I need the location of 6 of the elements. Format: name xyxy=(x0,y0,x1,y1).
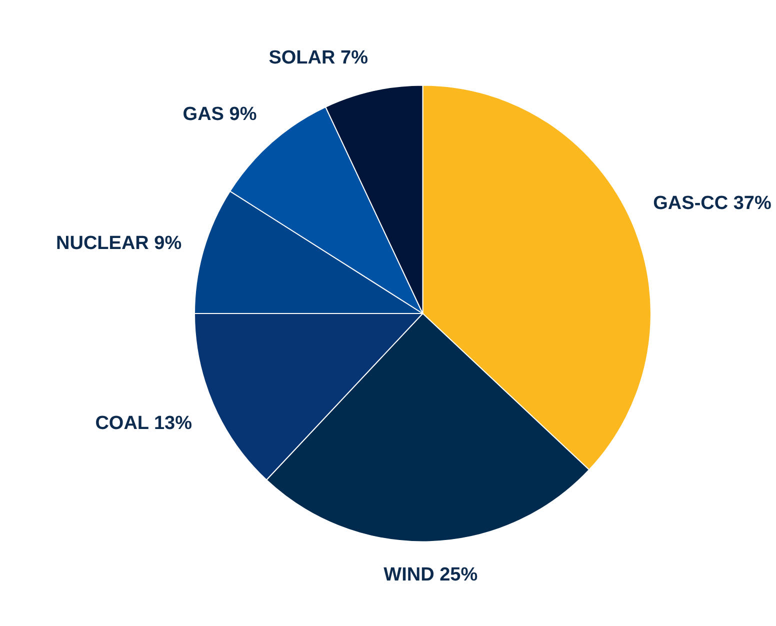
slice-label: WIND 25% xyxy=(384,564,478,586)
slice-label: COAL 13% xyxy=(95,413,192,434)
slice-label: GAS-CC 37% xyxy=(653,192,772,214)
slice-label: SOLAR 7% xyxy=(268,47,368,68)
slice-label: NUCLEAR 9% xyxy=(56,232,182,254)
slice-label: GAS 9% xyxy=(182,104,257,126)
